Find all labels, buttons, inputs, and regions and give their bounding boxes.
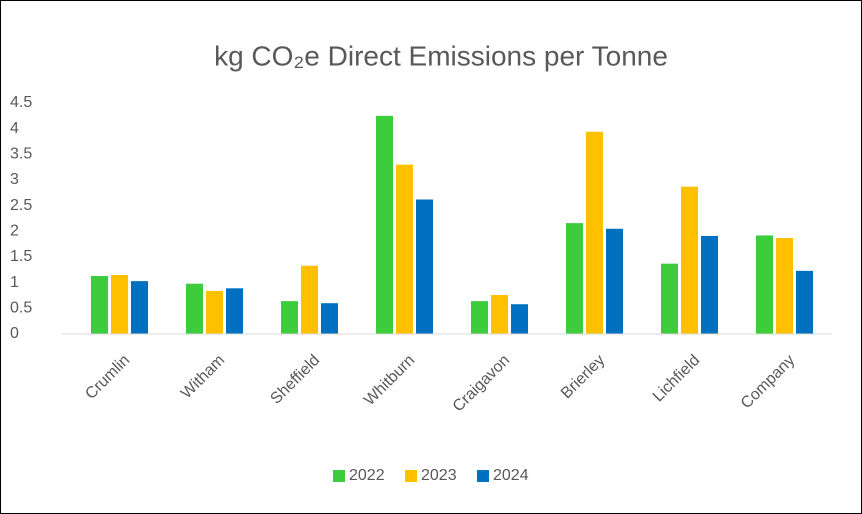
legend-swatch [333,470,345,482]
bar [756,235,773,334]
bar [416,199,433,334]
bar [681,186,698,334]
y-tick-label: 3 [10,171,19,188]
bar [281,301,298,334]
bar [606,228,623,334]
y-tick-label: 0.5 [10,300,32,317]
bar [376,115,393,334]
y-tick-label: 1.5 [10,248,32,265]
y-tick-label: 1 [10,274,19,291]
legend-label: 2022 [349,467,385,484]
y-tick-label: 2.5 [10,197,32,214]
legend-label: 2023 [421,467,457,484]
bar [491,294,508,334]
bar [586,131,603,334]
legend-swatch [405,470,417,482]
chart-title: kg CO₂e Direct Emissions per Tonne [214,40,668,71]
y-tick-label: 2 [10,223,19,240]
bar [111,274,128,334]
legend-label: 2024 [493,467,529,484]
bar [206,290,223,334]
bar [396,164,413,334]
bar [701,235,718,334]
bar [321,303,338,334]
bar [131,281,148,334]
bar [511,304,528,334]
bar [776,238,793,334]
bar [566,223,583,334]
y-tick-label: 3.5 [10,146,32,163]
legend-swatch [477,470,489,482]
bar [91,275,108,334]
bar [186,283,203,334]
bar [796,270,813,334]
y-tick-label: 0 [10,325,19,342]
bar [301,265,318,334]
bar [661,263,678,334]
bar [471,301,488,334]
y-tick-label: 4.5 [10,94,32,111]
y-tick-label: 4 [10,120,19,137]
bar [226,288,243,334]
